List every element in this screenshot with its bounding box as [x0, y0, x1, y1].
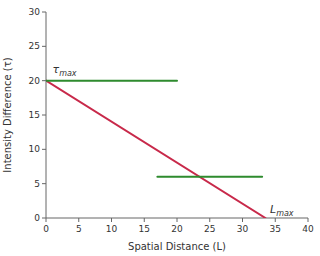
y-axis-label: Intensity Difference (τ) [2, 57, 13, 172]
y-tick [42, 149, 46, 150]
annotation-subscript: max [276, 209, 294, 218]
x-tick-label: 25 [204, 224, 215, 234]
x-tick-label: 35 [270, 224, 281, 234]
line [46, 80, 177, 82]
y-tick [42, 80, 46, 81]
y-tick-label: 20 [29, 76, 41, 86]
x-tick [209, 218, 210, 222]
y-tick [42, 183, 46, 184]
y-tick [42, 46, 46, 47]
line [46, 81, 265, 218]
annotation-subscript: max [59, 69, 77, 78]
x-tick [78, 218, 79, 222]
y-tick-label: 5 [34, 179, 40, 189]
x-axis-label: Spatial Distance (L) [128, 241, 226, 252]
x-tick-label: 40 [302, 224, 314, 234]
chart: 0 5 10 15 20 25 30 35 40 0 5 10 15 20 25 30 Spatial Dist… [0, 0, 320, 256]
y-tick-label: 15 [29, 110, 40, 120]
x-tick-label: 30 [237, 224, 249, 234]
y-tick [42, 115, 46, 116]
x-tick-label: 0 [43, 224, 49, 234]
annotation: τmax [53, 63, 77, 78]
x-tick [275, 218, 276, 222]
x-tick-label: 10 [106, 224, 118, 234]
y-tick-label: 0 [34, 213, 40, 223]
y-tick [42, 12, 46, 13]
x-tick-label: 5 [76, 224, 82, 234]
x-tick [111, 218, 112, 222]
y-tick-label: 25 [29, 41, 40, 51]
x-tick [308, 218, 309, 222]
x-tick [46, 218, 47, 222]
y-tick-label: 10 [29, 144, 41, 154]
x-tick [242, 218, 243, 222]
plot-area [46, 81, 265, 218]
x-tick-label: 15 [139, 224, 150, 234]
x-tick-label: 20 [171, 224, 183, 234]
line [157, 176, 262, 178]
x-tick [144, 218, 145, 222]
y-tick [42, 218, 46, 219]
x-tick [177, 218, 178, 222]
annotation: Lmax [270, 203, 294, 218]
y-tick-label: 30 [29, 7, 41, 17]
